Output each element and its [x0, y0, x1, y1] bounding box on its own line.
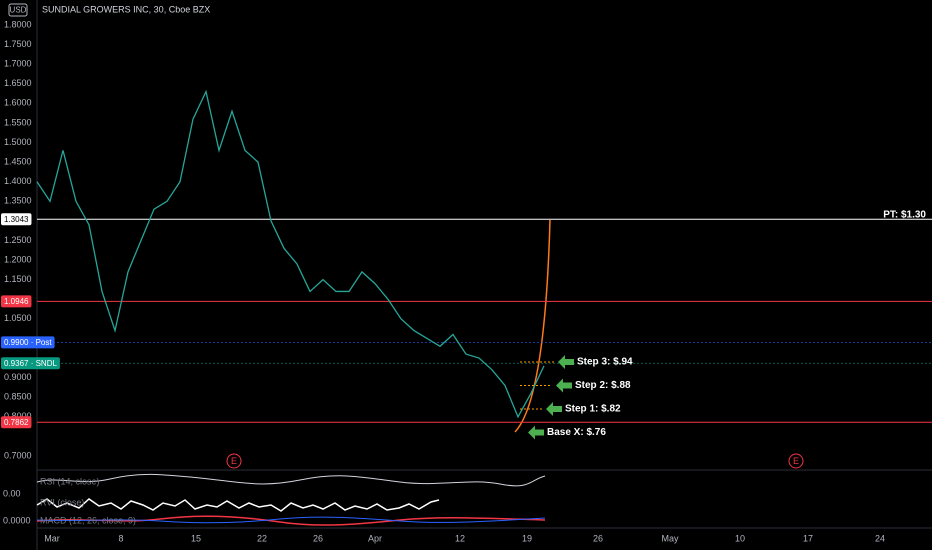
time-label: 15 — [191, 533, 201, 543]
time-label: 26 — [593, 533, 603, 543]
price-tick-label: 1.7000 — [4, 59, 32, 69]
price-label-text: 1.3043 — [4, 215, 29, 224]
time-label: 17 — [803, 533, 813, 543]
step-label: Base X: $.76 — [547, 427, 606, 438]
price-label-bg — [1, 295, 32, 308]
time-label: 24 — [875, 533, 885, 543]
macd-signal — [36, 515, 546, 526]
earnings-e2[interactable]: E — [788, 453, 804, 469]
price-label: 1.0946 — [1, 295, 32, 308]
earnings-e1[interactable]: E — [226, 453, 242, 469]
time-label: May — [661, 533, 679, 543]
earnings-label: E — [793, 456, 799, 466]
price-tick-label: 0.8500 — [4, 392, 32, 402]
time-label: 19 — [522, 533, 532, 543]
price-tick-label: 1.1500 — [4, 274, 32, 284]
time-label: Mar — [44, 533, 60, 543]
price-label-bg — [1, 416, 32, 429]
price-label: 0.9367 · SNDL — [1, 357, 60, 370]
price-label: 0.7862 — [1, 416, 32, 429]
price-label-text: 0.7862 — [4, 418, 29, 427]
price-tick-label: 1.4500 — [4, 157, 32, 167]
price-tick-label: 0.9000 — [4, 372, 32, 382]
price-line — [36, 89, 545, 419]
indicator-label: MACD (12, 26, close, 9) — [40, 515, 136, 525]
arrow — [558, 354, 574, 369]
arrow — [528, 425, 544, 440]
price-label: 1.3043 — [1, 213, 32, 226]
time-label: 12 — [455, 533, 465, 543]
step-label: Step 2: $.88 — [575, 380, 631, 391]
price-label: 0.9900 · Post — [1, 336, 55, 349]
price-label-text: 1.0946 — [4, 297, 29, 306]
indicator-scale: 0.0000 — [3, 515, 31, 525]
rsi-line — [36, 473, 546, 487]
earnings-label: E — [231, 456, 237, 466]
price-label-bg — [1, 213, 32, 226]
price-tick-label: 1.6000 — [4, 98, 32, 108]
currency: USD — [10, 6, 27, 15]
arrow — [556, 378, 572, 393]
time-label: Apr — [368, 533, 382, 543]
price-tick-label: 0.8000 — [4, 411, 32, 421]
price-tick-label: 1.5500 — [4, 117, 32, 127]
time-label: 8 — [118, 533, 123, 543]
price-tick-label: 1.8000 — [4, 19, 32, 29]
price-label-bg — [1, 357, 60, 370]
price-tick-label: 1.3500 — [4, 196, 32, 206]
time-label: 10 — [735, 533, 745, 543]
chart-title: SUNDIAL GROWERS INC, 30, Cboe BZX — [42, 4, 210, 14]
price-tick-label: 1.7500 — [4, 39, 32, 49]
price-label-bg — [1, 336, 55, 349]
arrow — [546, 401, 562, 416]
price-tick-label: 1.2500 — [4, 235, 32, 245]
currency-box[interactable] — [8, 3, 28, 17]
time-label: 22 — [257, 533, 267, 543]
price-label-text: 0.9367 · SNDL — [4, 359, 57, 368]
time-label: 26 — [313, 533, 323, 543]
step-label: Step 3: $.94 — [577, 357, 633, 368]
price-tick-label: 0.7000 — [4, 450, 32, 460]
price-tick-label: 1.6500 — [4, 78, 32, 88]
price-tick-label: 1.2000 — [4, 254, 32, 264]
rvi-line — [36, 498, 440, 512]
step-label: Step 1: $.82 — [565, 404, 621, 415]
indicator-label: RVI (close) — [40, 497, 84, 507]
macd-line — [36, 516, 546, 524]
price-label-text: 0.9900 · Post — [4, 338, 52, 347]
indicator-label: RSI (14, close) — [40, 476, 100, 486]
price-tick-label: 1.0500 — [4, 313, 32, 323]
price-tick-label: 1.5000 — [4, 137, 32, 147]
target-label: PT: $1.30 — [883, 210, 926, 221]
price-tick-label: 1.4000 — [4, 176, 32, 186]
indicator-scale: 0.00 — [3, 488, 21, 498]
